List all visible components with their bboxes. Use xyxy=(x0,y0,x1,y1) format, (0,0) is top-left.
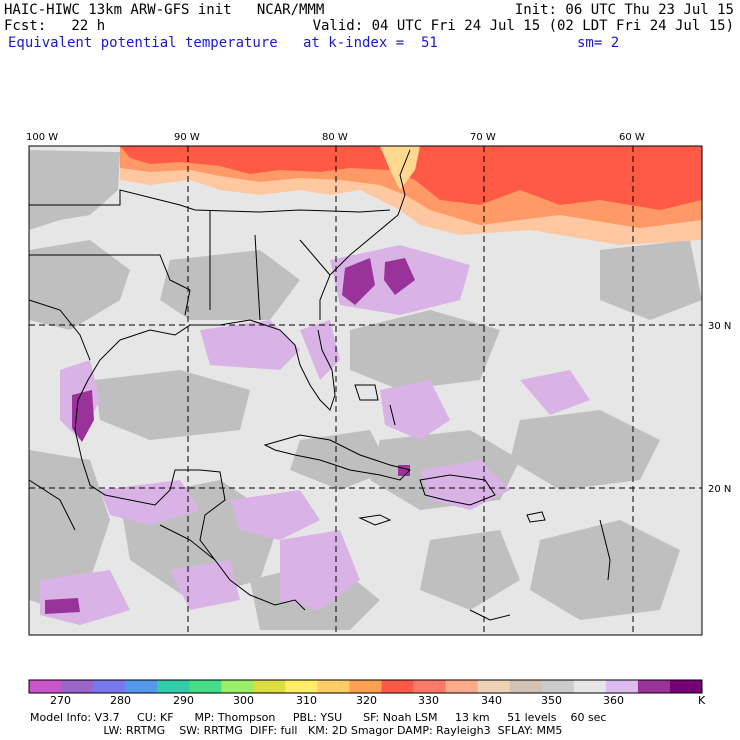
colorbar-label-350: 350 xyxy=(541,694,562,707)
header-line2-right: Valid: 04 UTC Fri 24 Jul 15 (02 LDT Fri … xyxy=(312,18,734,34)
colorbar-label-360: 360 xyxy=(603,694,624,707)
colorbar-swatch xyxy=(29,680,62,693)
lat-label-20n: 20 N xyxy=(708,484,731,495)
lon-label-70w: 70 W xyxy=(470,132,496,143)
lon-label-80w: 80 W xyxy=(322,132,348,143)
colorbar-swatch xyxy=(317,680,350,693)
colorbar-swatch xyxy=(477,680,511,693)
lon-label-90w: 90 W xyxy=(174,132,200,143)
colorbar-swatch xyxy=(221,680,254,693)
gray-moisture-patches xyxy=(29,150,702,630)
colorbar-swatch xyxy=(573,680,607,693)
lon-label-60w: 60 W xyxy=(619,132,645,143)
smoothing-label: sm= 2 xyxy=(577,35,620,51)
colorbar-unit: K xyxy=(698,694,706,707)
colorbar-swatch xyxy=(253,680,286,693)
colorbar-label-330: 330 xyxy=(418,694,439,707)
colorbar-label-290: 290 xyxy=(173,694,194,707)
colorbar-swatch xyxy=(189,680,222,693)
colorbar-swatch xyxy=(93,680,126,693)
colorbar-label-310: 310 xyxy=(296,694,317,707)
level-label: at k-index = 51 xyxy=(303,35,438,51)
colorbar-swatch xyxy=(605,680,639,693)
colorbar-label-300: 300 xyxy=(233,694,254,707)
footer-model-info: Model Info: V3.7 CU: KF MP: Thompson PBL… xyxy=(30,711,607,724)
graticule xyxy=(29,146,702,635)
colorbar-swatch xyxy=(509,680,543,693)
colorbar xyxy=(29,680,703,693)
map-frame xyxy=(28,145,703,636)
header-line2-left: Fcst: 22 h xyxy=(4,18,106,34)
colorbar-swatch xyxy=(61,680,94,693)
colorbar-label-340: 340 xyxy=(481,694,502,707)
colorbar-swatch xyxy=(445,680,479,693)
footer-physics-info: LW: RRTMG SW: RRTMG DIFF: full KM: 2D Sm… xyxy=(30,724,563,737)
colorbar-label-280: 280 xyxy=(110,694,131,707)
coastlines-and-borders xyxy=(28,149,611,621)
field-title: Equivalent potential temperature xyxy=(8,35,278,51)
lon-label-100w: 100 W xyxy=(26,132,58,143)
colorbar-frame xyxy=(28,679,703,694)
header-line1-left: HAIC-HIWC 13km ARW-GFS init NCAR/MMM xyxy=(4,2,325,18)
colorbar-swatch xyxy=(413,680,447,693)
colorbar-swatch xyxy=(125,680,158,693)
colorbar-swatch xyxy=(541,680,575,693)
colorbar-swatch xyxy=(381,680,415,693)
lat-label-30n: 30 N xyxy=(708,321,731,332)
colorbar-swatch xyxy=(637,680,671,693)
colorbar-swatch xyxy=(349,680,383,693)
colorbar-label-270: 270 xyxy=(50,694,71,707)
colorbar-label-320: 320 xyxy=(356,694,377,707)
colorbar-swatch xyxy=(157,680,190,693)
header-line1-right: Init: 06 UTC Thu 23 Jul 15 xyxy=(514,2,734,18)
warm-theta-e-band xyxy=(120,146,702,245)
colorbar-swatch xyxy=(669,680,703,693)
purple-maxima xyxy=(45,258,415,614)
colorbar-swatch xyxy=(285,680,318,693)
